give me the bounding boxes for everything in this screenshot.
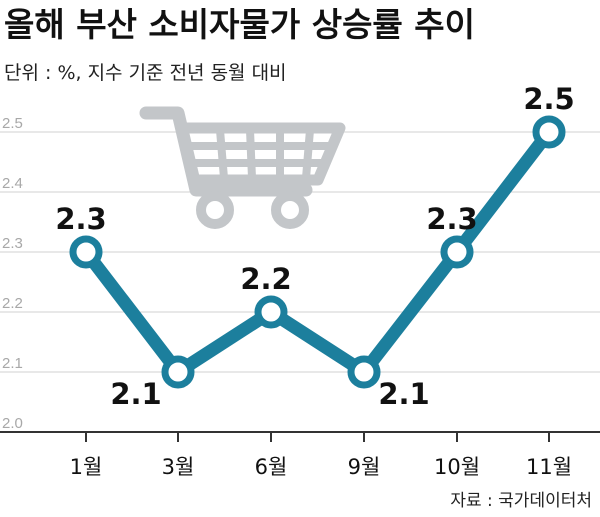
data-label: 2.3 — [55, 202, 106, 236]
y-tick-label: 2.0 — [2, 415, 23, 432]
x-tick-label: 9월 — [348, 455, 381, 479]
y-axis-ticks: 2.0 2.1 2.2 2.3 2.4 2.5 — [2, 115, 23, 432]
cart-wheel-right — [271, 191, 309, 229]
data-point — [440, 235, 474, 269]
data-point — [254, 295, 288, 329]
y-tick-label: 2.3 — [2, 235, 23, 252]
data-label: 2.3 — [426, 202, 477, 236]
data-label: 2.5 — [523, 82, 574, 116]
data-point — [69, 235, 103, 269]
data-label: 2.2 — [240, 262, 291, 296]
cart-basket — [180, 122, 346, 186]
data-point — [161, 355, 195, 389]
data-point — [347, 355, 381, 389]
cart-wheel-left — [196, 191, 234, 229]
x-tick-label: 10월 — [434, 455, 480, 479]
shopping-cart-icon — [139, 106, 346, 229]
cart-frame — [139, 106, 313, 197]
cart-slat-4 — [302, 129, 314, 179]
x-axis: 1월 3월 6월 9월 10월 11월 — [70, 432, 572, 479]
data-label: 2.1 — [378, 377, 429, 411]
data-point — [532, 115, 566, 149]
x-tick-label: 6월 — [255, 455, 288, 479]
y-tick-label: 2.5 — [2, 115, 23, 132]
y-tick-label: 2.1 — [2, 355, 23, 372]
unit-note: 단위 : %, 지수 기준 전년 동월 대비 — [4, 62, 287, 84]
series — [69, 115, 566, 389]
series-line — [79, 125, 556, 379]
x-tick-label: 11월 — [526, 455, 572, 479]
source-note: 자료 : 국가데이터처 — [450, 491, 592, 511]
data-labels: 2.3 2.1 2.2 2.1 2.3 2.5 — [55, 82, 574, 411]
x-tick-label: 1월 — [70, 455, 103, 479]
y-tick-label: 2.4 — [2, 175, 23, 192]
y-tick-label: 2.2 — [2, 295, 23, 312]
cart-slat-1 — [216, 129, 228, 179]
chart-title: 올해 부산 소비자물가 상승률 추이 — [4, 5, 475, 44]
data-label: 2.1 — [110, 377, 161, 411]
x-tick-label: 3월 — [162, 455, 195, 479]
cart-slat-2 — [246, 129, 256, 179]
